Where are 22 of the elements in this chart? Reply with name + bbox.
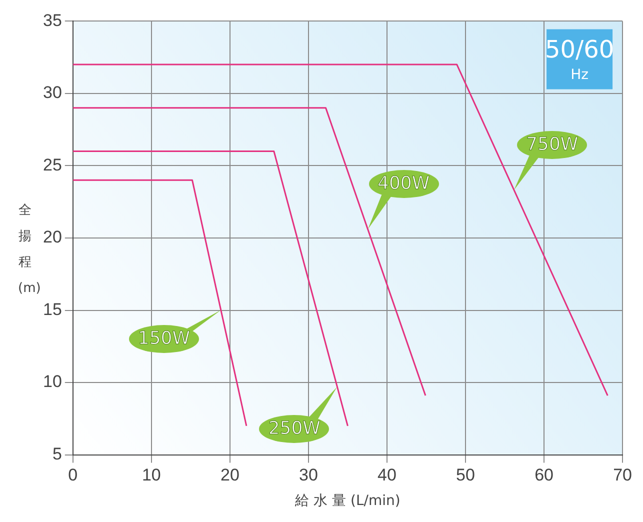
series-label: 250W: [259, 418, 330, 440]
x-tick-label: 50: [456, 466, 475, 485]
x-tick-label: 60: [534, 466, 554, 485]
x-tick-label: 40: [378, 466, 396, 485]
y-tick-label: 35: [42, 10, 62, 30]
series-label: 400W: [368, 172, 439, 195]
y-tick-label: 5: [52, 444, 62, 464]
annotation: 50/60 Hz: [544, 35, 614, 83]
y-axis-title: 全揚程 (m): [18, 202, 41, 298]
x-tick-label: 30: [299, 466, 318, 485]
series-label: 150W: [128, 328, 199, 350]
x-tick-label: 10: [142, 466, 161, 485]
y-tick-label: 25: [42, 155, 62, 174]
y-tick-label: 10: [42, 372, 62, 392]
series-label: 750W: [517, 134, 588, 156]
x-axis-title: 給 水 量 (L/min): [294, 493, 400, 510]
y-tick-label: 30: [42, 83, 62, 102]
x-tick-label: 70: [613, 466, 632, 485]
y-tick-label: 15: [42, 300, 62, 319]
x-tick-label: 20: [220, 466, 240, 485]
x-tick-label: 0: [68, 466, 78, 485]
y-tick-label: 20: [42, 228, 62, 247]
